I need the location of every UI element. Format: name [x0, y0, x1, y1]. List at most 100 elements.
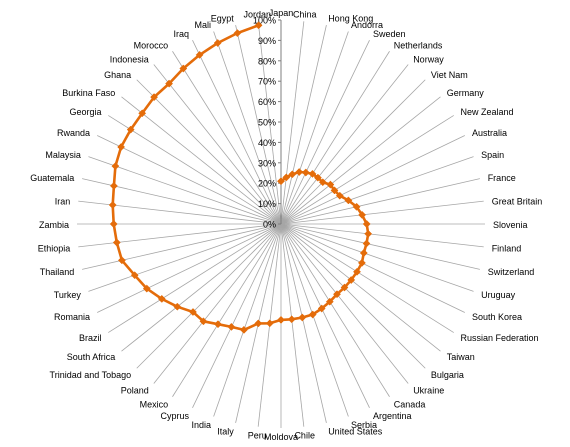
data-point-new-zealand: [330, 186, 339, 195]
spoke-united-states: [280, 223, 327, 423]
value-tick-label: 40%: [258, 138, 276, 148]
value-tick-label: 30%: [258, 158, 276, 168]
category-label-norway: Norway: [413, 54, 444, 64]
data-point-sweden: [301, 168, 310, 177]
data-point-mali: [213, 39, 222, 47]
data-point-turkey: [130, 271, 139, 280]
spoke-russian-federation: [280, 223, 454, 333]
data-point-zambia: [109, 220, 118, 228]
data-point-switzerland: [362, 239, 371, 248]
category-label-burkina-faso: Burkina Faso: [62, 88, 115, 98]
data-point-australia: [335, 191, 344, 200]
category-label-poland: Poland: [121, 386, 149, 396]
data-point-united-states: [298, 313, 307, 322]
data-point-jordan: [254, 21, 263, 30]
data-point-taiwan: [347, 276, 356, 284]
category-label-hong-kong: Hong Kong: [328, 13, 373, 23]
category-label-ghana: Ghana: [104, 70, 131, 80]
category-label-serbia: Serbia: [351, 420, 377, 430]
category-label-russian-federation: Russian Federation: [461, 333, 539, 343]
spoke-hong-kong: [280, 25, 327, 225]
spoke-ukraine: [280, 223, 409, 384]
category-label-sweden: Sweden: [373, 29, 406, 39]
spoke-chile: [280, 223, 305, 427]
category-label-china: China: [293, 9, 317, 19]
category-label-egypt: Egypt: [211, 13, 235, 23]
data-point-serbia: [308, 310, 317, 319]
category-label-romania: Romania: [54, 312, 90, 322]
data-point-moldova: [277, 315, 285, 324]
spoke-andorra: [280, 31, 349, 225]
spoke-bulgaria: [280, 223, 426, 369]
data-point-chile: [287, 315, 296, 324]
data-point-russian-federation: [353, 267, 361, 276]
category-label-brazil: Brazil: [79, 333, 102, 343]
spoke-germany: [280, 96, 441, 225]
category-label-zambia: Zambia: [39, 220, 69, 230]
data-point-spain: [344, 196, 353, 205]
data-point-india: [239, 325, 248, 334]
category-label-argentina: Argentina: [373, 411, 412, 421]
data-point-netherlands: [308, 169, 317, 178]
value-tick-label: 60%: [258, 97, 276, 107]
data-point-trinidad-and-tobago: [189, 308, 197, 316]
category-label-ukraine: Ukraine: [413, 386, 444, 396]
spoke-trinidad-and-tobago: [136, 223, 282, 369]
category-label-india: India: [191, 420, 211, 430]
category-label-cyprus: Cyprus: [160, 411, 189, 421]
radial-gridlines: [77, 20, 485, 428]
spoke-canada: [280, 223, 390, 397]
category-label-south-korea: South Korea: [472, 312, 522, 322]
data-point-andorra: [295, 168, 304, 176]
data-point-burkina-faso: [138, 109, 147, 118]
category-label-viet-nam: Viet Nam: [431, 70, 468, 80]
data-point-mexico: [214, 320, 222, 329]
category-label-spain: Spain: [481, 150, 504, 160]
value-tick-labels: 0% 10% 20% 30% 40% 50% 60% 70% 80% 90% 100%: [253, 16, 281, 230]
data-point-viet-nam: [318, 178, 327, 187]
data-point-iraq: [195, 50, 204, 59]
spoke-romania: [97, 223, 282, 313]
category-label-slovenia: Slovenia: [493, 220, 528, 230]
spoke-taiwan: [280, 223, 441, 352]
data-point-poland: [199, 317, 208, 326]
data-point-germany: [326, 180, 335, 189]
category-label-turkey: Turkey: [54, 290, 82, 300]
data-point-indonesia: [165, 79, 174, 88]
spoke-south-korea: [280, 223, 465, 313]
data-point-canada: [325, 297, 334, 306]
category-label-chile: Chile: [294, 431, 315, 441]
category-label-moldova: Moldova: [264, 432, 298, 442]
data-point-china: [282, 173, 291, 182]
data-point-egypt: [233, 29, 242, 38]
value-tick-label: 100%: [253, 16, 276, 26]
spoke-india: [213, 223, 282, 417]
value-tick-label: 70%: [258, 77, 276, 87]
data-point-hong-kong: [288, 170, 297, 179]
data-point-thailand: [117, 256, 126, 265]
spoke-netherlands: [280, 51, 390, 225]
category-label-iran: Iran: [55, 196, 71, 206]
category-label-ethiopia: Ethiopia: [38, 244, 71, 254]
category-label-canada: Canada: [394, 400, 426, 410]
data-point-norway: [313, 173, 322, 182]
data-point-georgia: [126, 125, 135, 134]
category-label-finland: Finland: [492, 244, 522, 254]
category-label-taiwan: Taiwan: [447, 352, 475, 362]
category-label-united-states: United States: [328, 427, 383, 437]
spoke-turkey: [88, 223, 282, 292]
series-line: [111, 23, 370, 332]
spoke-sweden: [280, 40, 370, 225]
spoke-burkina-faso: [121, 96, 282, 225]
data-point-south-korea: [357, 258, 366, 267]
data-point-italy: [254, 319, 263, 328]
spoke-jordan: [257, 21, 282, 225]
spoke-uruguay: [280, 223, 474, 292]
data-point-cyprus: [227, 322, 236, 331]
data-point-romania: [142, 284, 151, 293]
spoke-iraq: [192, 40, 282, 225]
value-tick-label: 20%: [258, 179, 276, 189]
category-label-germany: Germany: [447, 88, 485, 98]
category-label-georgia: Georgia: [69, 107, 101, 117]
